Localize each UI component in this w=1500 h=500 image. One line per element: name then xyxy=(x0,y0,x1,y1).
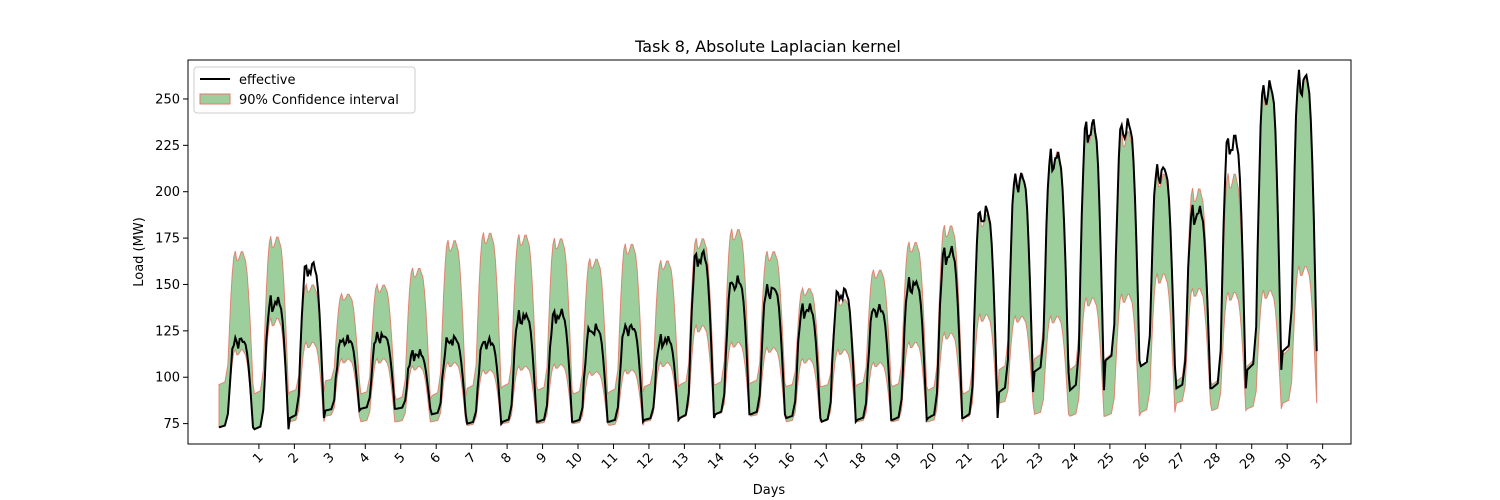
y-tick-label: 125 xyxy=(155,324,180,339)
legend-box xyxy=(193,66,416,114)
y-axis-label: Load (MW) xyxy=(132,217,147,287)
effective-line xyxy=(218,69,1318,431)
y-tick-label: 200 xyxy=(155,185,180,200)
y-tick-label: 250 xyxy=(155,92,180,107)
y-tick-label: 75 xyxy=(163,417,180,432)
y-tick-label: 150 xyxy=(155,278,180,293)
legend: effective 90% Confidence interval xyxy=(193,66,416,114)
x-axis-label: Days xyxy=(753,483,786,498)
plot-area xyxy=(218,69,1318,431)
legend-ci-label: 90% Confidence interval xyxy=(239,93,399,108)
y-tick-label: 175 xyxy=(155,232,180,247)
y-axis: 75 100 125 150 175 200 225 250 xyxy=(155,92,188,432)
y-tick-label: 100 xyxy=(155,371,180,386)
legend-ci-swatch xyxy=(199,93,231,105)
chart-title: Task 8, Absolute Laplacian kernel xyxy=(634,37,901,56)
y-tick-label: 225 xyxy=(155,139,180,154)
axes-frame xyxy=(187,59,1352,445)
legend-effective-label: effective xyxy=(239,73,296,88)
